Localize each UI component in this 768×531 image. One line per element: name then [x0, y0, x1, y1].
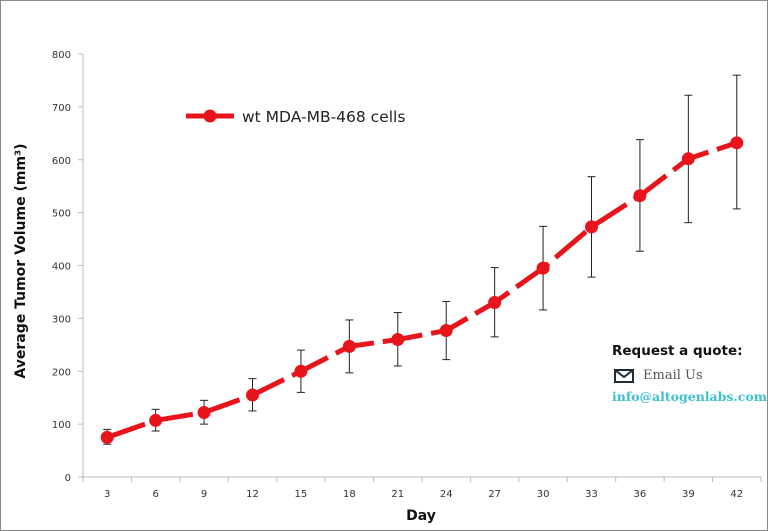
y-tick-label: 700 [52, 103, 71, 114]
data-point [439, 324, 453, 338]
data-point [294, 364, 308, 378]
x-axis-label: Day [406, 508, 436, 524]
x-tick-label: 6 [152, 489, 158, 500]
y-tick-label: 800 [52, 50, 71, 61]
x-tick-label: 24 [440, 489, 453, 500]
data-point [342, 339, 356, 353]
email-us-link[interactable]: Email Us [614, 368, 767, 383]
series-line [106, 140, 738, 440]
x-tick-label: 42 [730, 489, 743, 500]
data-point [149, 413, 163, 427]
data-point [585, 220, 598, 234]
x-tick-label: 33 [585, 489, 598, 500]
y-axis-label: Average Tumor Volume (mm³) [13, 143, 29, 378]
y-tick-label: 300 [52, 314, 71, 325]
y-tick-label: 500 [52, 209, 71, 220]
request-quote-box: Request a quote: Email Us info@altogenla… [612, 343, 767, 404]
data-point [197, 405, 211, 419]
data-point [730, 136, 744, 150]
data-point [391, 333, 405, 347]
x-tick-label: 15 [295, 489, 308, 500]
y-tick-label: 400 [52, 262, 71, 273]
email-address-link[interactable]: info@altogenlabs.com [612, 389, 767, 404]
quote-title: Request a quote: [612, 343, 743, 359]
x-tick-label: 27 [488, 489, 501, 500]
data-point [488, 296, 502, 310]
legend: wt MDA-MB-468 cells [186, 108, 405, 126]
x-tick-label: 36 [634, 489, 647, 500]
y-tick-label: 600 [52, 156, 71, 167]
data-point [633, 189, 647, 203]
x-tick-label: 30 [537, 489, 550, 500]
x-tick-label: 21 [391, 489, 404, 500]
x-tick-label: 9 [201, 489, 207, 500]
x-tick-label: 3 [104, 489, 110, 500]
x-tick-label: 39 [682, 489, 695, 500]
legend-marker [203, 109, 217, 123]
data-point [246, 388, 259, 402]
data-point [681, 152, 695, 166]
data-point [536, 261, 550, 275]
email-us-label: Email Us [643, 368, 703, 383]
legend-label: wt MDA-MB-468 cells [242, 108, 405, 126]
x-tick-label: 12 [246, 489, 259, 500]
data-point [100, 430, 114, 444]
y-tick-label: 100 [52, 420, 71, 431]
y-tick-label: 0 [65, 473, 71, 484]
x-tick-label: 18 [343, 489, 356, 500]
y-tick-label: 200 [52, 367, 71, 378]
envelope-icon [614, 368, 634, 383]
